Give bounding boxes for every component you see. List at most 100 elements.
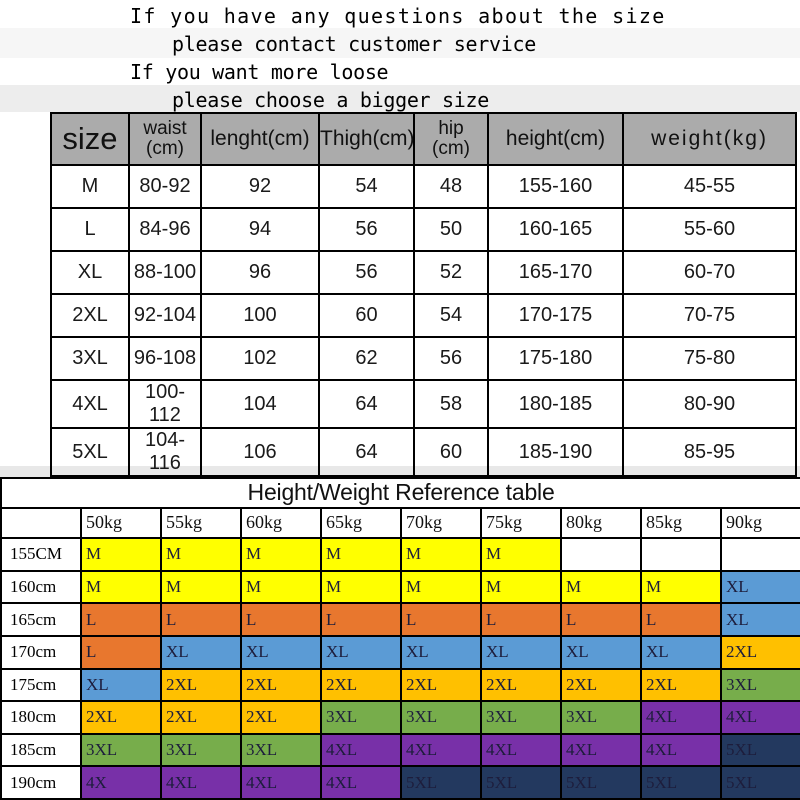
recommended-size-cell: 3XL — [160, 732, 242, 768]
recommended-size-cell: M — [80, 569, 162, 605]
size-value-cell: 92-104 — [128, 293, 202, 338]
recommended-size-cell: 2XL — [160, 700, 242, 735]
size-table-row: 4XL 100-112 104 64 58 180-185 80-90 — [50, 379, 797, 429]
recommended-size-cell: 2XL — [80, 700, 162, 735]
note-line-4: please choose a bigger size — [172, 88, 490, 112]
weight-header-75kg: 75kg — [480, 506, 562, 540]
size-table-row: 5XL 104-116 106 64 60 185-190 85-95 — [50, 427, 797, 477]
height-label-cell: 175cm — [0, 667, 82, 703]
size-value-cell: 94 — [200, 207, 320, 252]
recommended-size-cell: M — [480, 569, 562, 605]
recommended-size-cell: XL — [719, 602, 800, 637]
recommended-size-cell: 3XL — [560, 700, 642, 735]
recommended-size-cell: M — [320, 569, 402, 605]
height-weight-reference-table: Height/Weight Reference table 50kg 55kg … — [0, 477, 800, 800]
recommended-size-cell: L — [480, 602, 562, 637]
col-header-length: lenght(cm) — [200, 112, 320, 166]
recommended-size-cell: 4XL — [160, 765, 242, 800]
size-value-cell: 60 — [318, 293, 415, 338]
recommended-size-cell: 4XL — [400, 732, 482, 768]
recommended-size-cell: M — [240, 537, 322, 572]
reference-table-title-row: Height/Weight Reference table — [0, 477, 800, 509]
recommended-size-cell: 3XL — [80, 732, 162, 768]
size-table-header-row: size waist (cm) lenght(cm) Thigh(cm) hip… — [50, 112, 797, 166]
recommended-size-cell: M — [240, 569, 322, 605]
size-value-cell: 92 — [200, 164, 320, 209]
size-value-cell: 80-92 — [128, 164, 202, 209]
size-value-cell: 96-108 — [128, 336, 202, 381]
recommended-size-cell: XL — [480, 634, 562, 670]
recommended-size-cell: 2XL — [480, 667, 562, 703]
size-value-cell: 62 — [318, 336, 415, 381]
recommended-size-cell: 5XL — [719, 732, 800, 768]
size-value-cell: 80-90 — [622, 379, 797, 429]
recommended-size-cell: XL — [240, 634, 322, 670]
size-label-cell: 4XL — [50, 379, 130, 429]
size-value-cell: 64 — [318, 379, 415, 429]
recommended-size-cell: 2XL — [160, 667, 242, 703]
recommended-size-cell: 2XL — [719, 634, 800, 670]
size-table-row: 2XL 92-104 100 60 54 170-175 70-75 — [50, 293, 797, 338]
size-value-cell: 45-55 — [622, 164, 797, 209]
size-value-cell: 185-190 — [487, 427, 624, 477]
reference-table-body: Height/Weight Reference table 50kg 55kg … — [0, 477, 800, 800]
weight-header-90kg: 90kg — [719, 506, 800, 540]
recommended-size-cell: 4XL — [719, 700, 800, 735]
weight-header-85kg: 85kg — [640, 506, 722, 540]
size-value-cell: 170-175 — [487, 293, 624, 338]
size-value-cell: 175-180 — [487, 336, 624, 381]
recommended-size-cell — [640, 537, 722, 572]
recommended-size-cell: L — [640, 602, 722, 637]
weight-header-60kg: 60kg — [240, 506, 322, 540]
recommended-size-cell: 5XL — [640, 765, 722, 800]
col-header-height: height(cm) — [487, 112, 624, 166]
recommended-size-cell: 5XL — [560, 765, 642, 800]
note-line-2: please contact customer service — [172, 32, 536, 56]
recommended-size-cell: L — [560, 602, 642, 637]
recommended-size-cell: 2XL — [240, 700, 322, 735]
reference-table-row: 190cm 4X 4XL 4XL 4XL 5XL 5XL 5XL 5XL 5XL — [0, 765, 800, 800]
size-value-cell: 70-75 — [622, 293, 797, 338]
recommended-size-cell: M — [80, 537, 162, 572]
col-header-size: size — [50, 112, 130, 166]
size-table-body: M 80-92 92 54 48 155-160 45-55 L 84-96 94 56 50 160-… — [50, 164, 797, 477]
size-value-cell: 54 — [318, 164, 415, 209]
recommended-size-cell: XL — [719, 569, 800, 605]
size-value-cell: 165-170 — [487, 250, 624, 295]
size-value-cell: 50 — [413, 207, 489, 252]
recommended-size-cell: L — [320, 602, 402, 637]
size-value-cell: 84-96 — [128, 207, 202, 252]
size-label-cell: 2XL — [50, 293, 130, 338]
size-label-cell: 5XL — [50, 427, 130, 477]
col-header-thigh: Thigh(cm) — [318, 112, 415, 166]
recommended-size-cell: 4XL — [320, 765, 402, 800]
recommended-size-cell: L — [160, 602, 242, 637]
size-label-cell: L — [50, 207, 130, 252]
reference-table-row: 180cm 2XL 2XL 2XL 3XL 3XL 3XL 3XL 4XL 4XL — [0, 700, 800, 735]
size-value-cell: 56 — [413, 336, 489, 381]
reference-table-title: Height/Weight Reference table — [0, 477, 800, 509]
bg-band — [0, 85, 800, 112]
size-value-cell: 155-160 — [487, 164, 624, 209]
size-value-cell: 104-116 — [128, 427, 202, 477]
recommended-size-cell: L — [80, 602, 162, 637]
recommended-size-cell: 2XL — [640, 667, 722, 703]
weight-header-80kg: 80kg — [560, 506, 642, 540]
reference-table-row: 165cm L L L L L L L L XL — [0, 602, 800, 637]
recommended-size-cell: 4XL — [240, 765, 322, 800]
recommended-size-cell: M — [400, 569, 482, 605]
height-label-cell: 180cm — [0, 700, 82, 735]
size-value-cell: 48 — [413, 164, 489, 209]
size-table-row: XL 88-100 96 56 52 165-170 60-70 — [50, 250, 797, 295]
size-value-cell: 56 — [318, 207, 415, 252]
weight-header-65kg: 65kg — [320, 506, 402, 540]
col-header-hip: hip (cm) — [413, 112, 489, 166]
recommended-size-cell: M — [160, 537, 242, 572]
recommended-size-cell: 3XL — [240, 732, 322, 768]
recommended-size-cell: 4XL — [640, 732, 722, 768]
recommended-size-cell: XL — [640, 634, 722, 670]
size-value-cell: 104 — [200, 379, 320, 429]
size-value-cell: 100-112 — [128, 379, 202, 429]
size-value-cell: 60-70 — [622, 250, 797, 295]
height-label-cell: 160cm — [0, 569, 82, 605]
